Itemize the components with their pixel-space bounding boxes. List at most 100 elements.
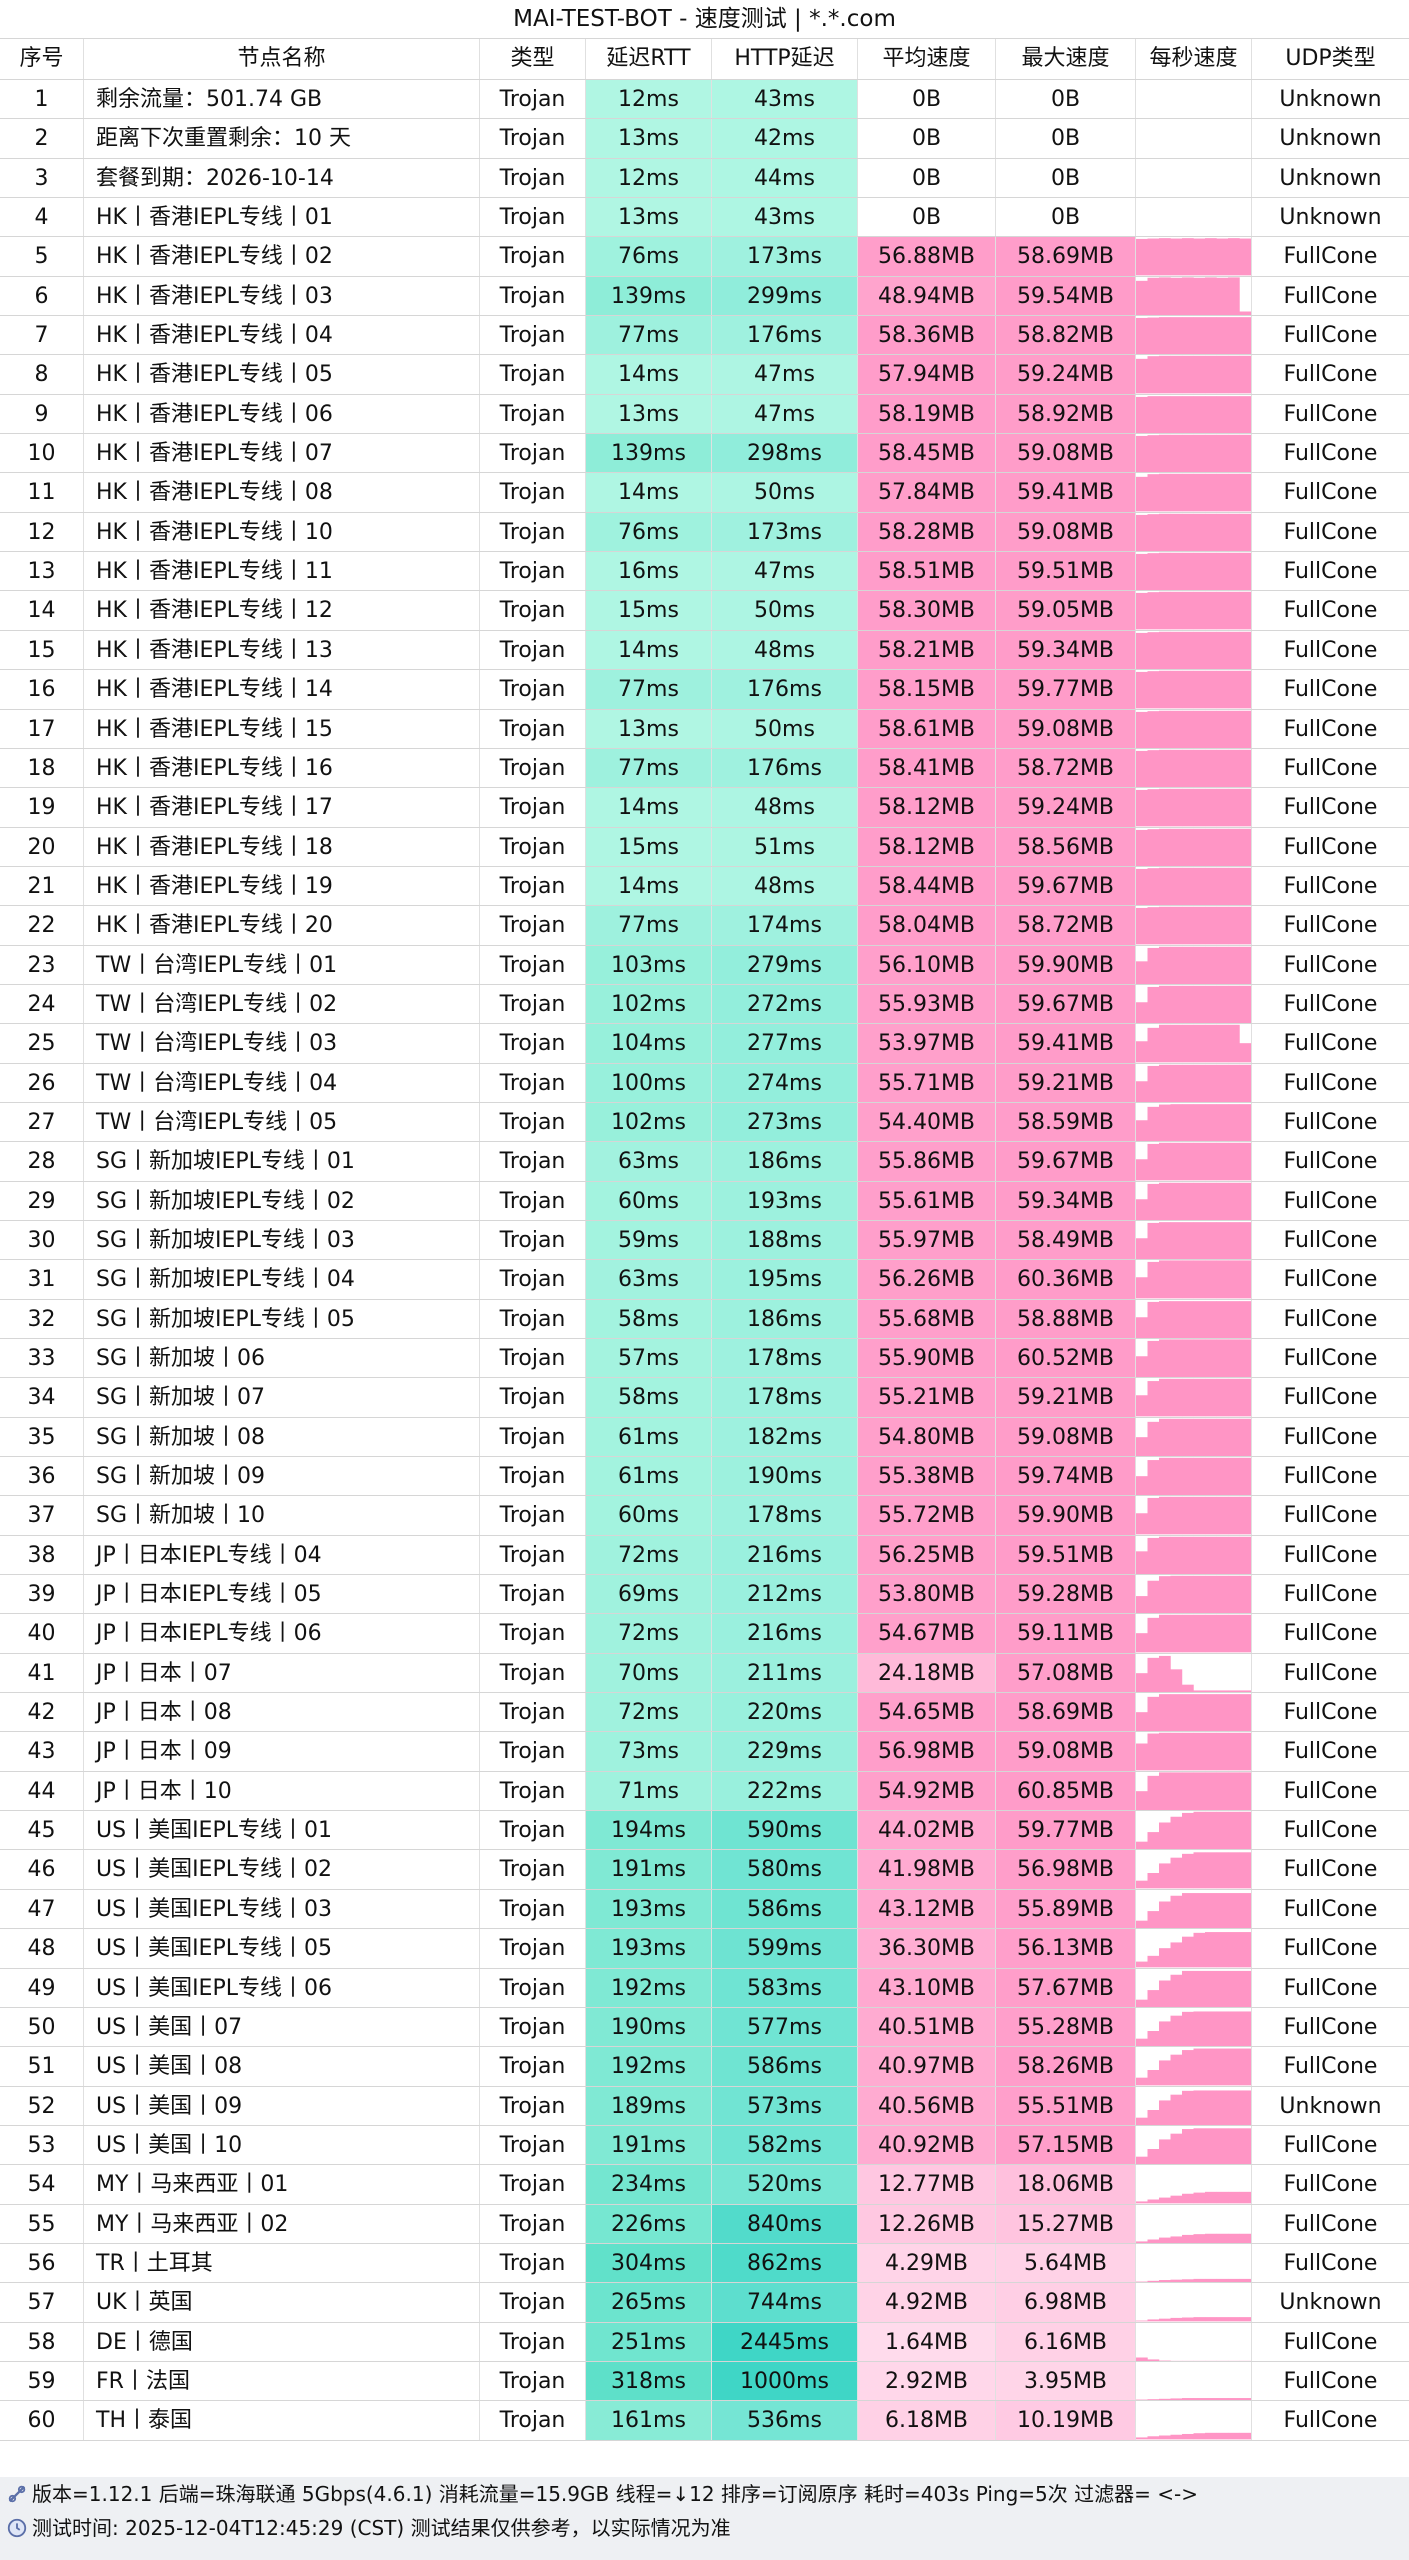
sparkline-bar xyxy=(1205,513,1217,552)
sparkline-bar xyxy=(1182,1854,1194,1889)
sparkline-bar xyxy=(1205,2278,1217,2283)
rtt-latency: 77ms xyxy=(586,748,712,788)
sparkline-bar xyxy=(1159,1104,1171,1142)
rtt-latency: 16ms xyxy=(586,552,712,591)
http-latency: 229ms xyxy=(712,1732,858,1771)
node-type: Trojan xyxy=(480,1850,586,1889)
sparkline-chart xyxy=(1136,1892,1251,1929)
sparkline-bar xyxy=(1170,1816,1183,1850)
sparkline-bar xyxy=(1170,1536,1183,1575)
sparkline-chart xyxy=(1136,1536,1251,1575)
row-index: 52 xyxy=(0,2086,84,2125)
sparkline-bar xyxy=(1170,1104,1183,1142)
sparkline-bar xyxy=(1193,1497,1206,1535)
per-second-sparkline xyxy=(1136,1142,1252,1181)
sparkline-bar xyxy=(1170,1694,1183,1732)
udp-type: FullCone xyxy=(1283,2408,1378,2434)
avg-speed: 6.18MB xyxy=(858,2401,996,2440)
sparkline-bar xyxy=(1147,1144,1160,1181)
row-index: 2 xyxy=(0,119,84,158)
max-speed: 60.36MB xyxy=(996,1260,1136,1299)
sparkline-bar xyxy=(1147,1832,1160,1850)
sparkline-bar xyxy=(1216,1575,1229,1614)
sparkline-bar xyxy=(1239,2278,1251,2283)
table-row: 8 HK丨香港IEPL专线丨05 Trojan 14ms 47ms 57.94MB 59.2… xyxy=(0,355,1409,395)
table-row: 50 US丨美国丨07 Trojan 190ms 577ms 40.51MB 55.28MB… xyxy=(0,2007,1409,2048)
sparkline-bar xyxy=(1159,2060,1171,2086)
sparkline-bar xyxy=(1193,1772,1206,1811)
sparkline-bar xyxy=(1216,828,1229,866)
sparkline-bar xyxy=(1182,2090,1194,2125)
sparkline-bar xyxy=(1136,2038,1148,2047)
sparkline-bar xyxy=(1147,1775,1160,1811)
row-index: 43 xyxy=(0,1732,84,1771)
sparkline-bar xyxy=(1228,395,1240,434)
sparkline-bar xyxy=(1239,1497,1251,1535)
sparkline-bar xyxy=(1193,828,1206,866)
http-latency: 211ms xyxy=(712,1653,858,1693)
node-name: 套餐到期：2026-10-14 xyxy=(84,158,480,198)
per-second-sparkline xyxy=(1136,1575,1252,1614)
sparkline-bar xyxy=(1136,632,1148,670)
node-type: Trojan xyxy=(480,630,586,670)
udp-type: FullCone xyxy=(1283,1267,1378,1293)
sparkline-chart xyxy=(1136,356,1251,394)
sparkline-bar xyxy=(1147,947,1160,984)
sparkline-bar xyxy=(1136,1120,1148,1142)
footer-line-time: 测试时间: 2025-12-04T12:45:29 (CST) 测试结果仅供参考… xyxy=(0,2511,1409,2545)
sparkline-chart xyxy=(1136,985,1251,1024)
sparkline-bar xyxy=(1159,2360,1171,2361)
sparkline-bar xyxy=(1170,670,1183,709)
sparkline-bar xyxy=(1193,710,1206,748)
rtt-latency: 191ms xyxy=(586,2125,712,2165)
rtt-latency: 77ms xyxy=(586,906,712,945)
table-row: 42 JP丨日本丨08 Trojan 72ms 220ms 54.65MB 58.69MB F… xyxy=(0,1693,1409,1733)
header-per-second: 每秒速度 xyxy=(1136,39,1252,79)
node-name: US丨美国IEPL专线丨01 xyxy=(84,1811,480,1850)
sparkline-bar xyxy=(1159,2237,1171,2243)
max-speed: 59.34MB xyxy=(996,630,1136,670)
sparkline-bar xyxy=(1216,1300,1229,1338)
node-name: SG丨新加坡丨09 xyxy=(84,1457,480,1496)
max-speed: 57.67MB xyxy=(996,1968,1136,2007)
sparkline-bar xyxy=(1136,1790,1148,1811)
sparkline-bar xyxy=(1159,867,1171,906)
row-index: 28 xyxy=(0,1142,84,1181)
udp-type: FullCone xyxy=(1283,2014,1378,2040)
sparkline-bar xyxy=(1136,1436,1148,1457)
rtt-latency: 12ms xyxy=(586,158,712,198)
http-latency: 195ms xyxy=(712,1260,858,1299)
node-name: HK丨香港IEPL专线丨14 xyxy=(84,670,480,709)
sparkline-bar xyxy=(1228,1457,1240,1496)
sparkline-bar xyxy=(1228,1104,1240,1142)
sparkline-bar xyxy=(1182,1260,1194,1299)
sparkline-bar xyxy=(1147,868,1160,906)
row-index: 53 xyxy=(0,2125,84,2165)
sparkline-bar xyxy=(1239,1064,1251,1102)
node-name: MY丨马来西亚丨02 xyxy=(84,2204,480,2243)
sparkline-bar xyxy=(1239,670,1251,709)
sparkline-bar xyxy=(1159,1694,1171,1732)
rtt-latency: 76ms xyxy=(586,512,712,552)
max-speed: 58.72MB xyxy=(996,748,1136,788)
sparkline-bar xyxy=(1170,434,1183,473)
sparkline-bar xyxy=(1136,2077,1148,2086)
table-row: 13 HK丨香港IEPL专线丨11 Trojan 16ms 47ms 58.51MB 59.… xyxy=(0,552,1409,592)
sparkline-bar xyxy=(1205,434,1217,473)
avg-speed: 0B xyxy=(858,80,996,119)
node-type: Trojan xyxy=(480,1457,586,1496)
row-index: 58 xyxy=(0,2322,84,2361)
sparkline-bar xyxy=(1159,1222,1171,1260)
sparkline-bar xyxy=(1170,2398,1183,2401)
node-name: TH丨泰国 xyxy=(84,2401,480,2440)
sparkline-bar xyxy=(1136,1356,1148,1378)
avg-speed: 58.61MB xyxy=(858,709,996,748)
sparkline-bar xyxy=(1170,1858,1183,1889)
row-index: 24 xyxy=(0,984,84,1024)
sparkline-bar xyxy=(1205,317,1217,355)
node-name: HK丨香港IEPL专线丨08 xyxy=(84,473,480,512)
sparkline-bar xyxy=(1136,317,1148,355)
node-type: Trojan xyxy=(480,158,586,198)
sparkline-bar xyxy=(1182,356,1194,394)
sparkline-bar xyxy=(1159,1576,1171,1614)
